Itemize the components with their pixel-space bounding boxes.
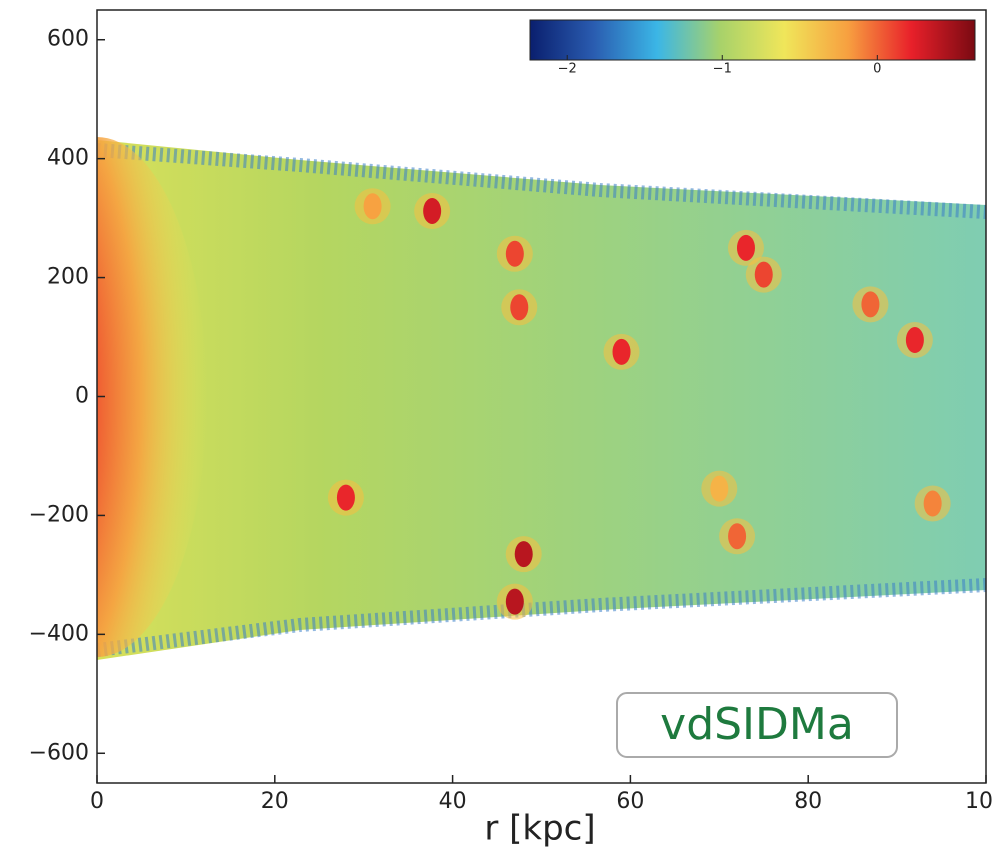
clump — [612, 338, 631, 365]
clump — [736, 234, 755, 261]
y-tick-label: 200 — [47, 265, 89, 290]
x-axis-label: r [kpc] — [484, 809, 595, 849]
annotation-box — [616, 692, 898, 758]
colorbar-tick-label: 0 — [873, 62, 881, 77]
clump — [336, 484, 355, 511]
clump — [514, 541, 533, 568]
colorbar-tick-label: −2 — [558, 62, 577, 77]
clump — [505, 240, 524, 267]
colorbar — [529, 19, 976, 61]
x-tick-label: 100 — [965, 789, 993, 814]
y-tick-label: −400 — [29, 621, 89, 646]
clump — [905, 327, 924, 354]
y-tick-label: 0 — [75, 384, 89, 409]
halo-body — [97, 140, 986, 660]
clump — [728, 523, 747, 550]
clump — [861, 291, 880, 318]
clump — [423, 197, 442, 224]
clump — [505, 588, 524, 615]
clump — [923, 490, 942, 517]
x-tick-label: 0 — [90, 789, 104, 814]
x-tick-label: 20 — [261, 789, 289, 814]
clump — [710, 475, 729, 502]
y-tick-label: −600 — [29, 740, 89, 765]
x-tick-label: 80 — [794, 789, 822, 814]
clump — [510, 294, 529, 321]
colorbar-tick-label: −1 — [713, 62, 732, 77]
y-tick-label: 600 — [47, 27, 89, 52]
clump — [363, 193, 382, 220]
x-tick-label: 60 — [616, 789, 644, 814]
x-tick-label: 40 — [439, 789, 467, 814]
y-tick-label: −200 — [29, 502, 89, 527]
density-field — [97, 137, 986, 660]
annotation: vdSIDMa — [660, 699, 854, 750]
halo-core — [97, 137, 207, 657]
clump — [754, 261, 773, 288]
y-tick-label: 400 — [47, 146, 89, 171]
